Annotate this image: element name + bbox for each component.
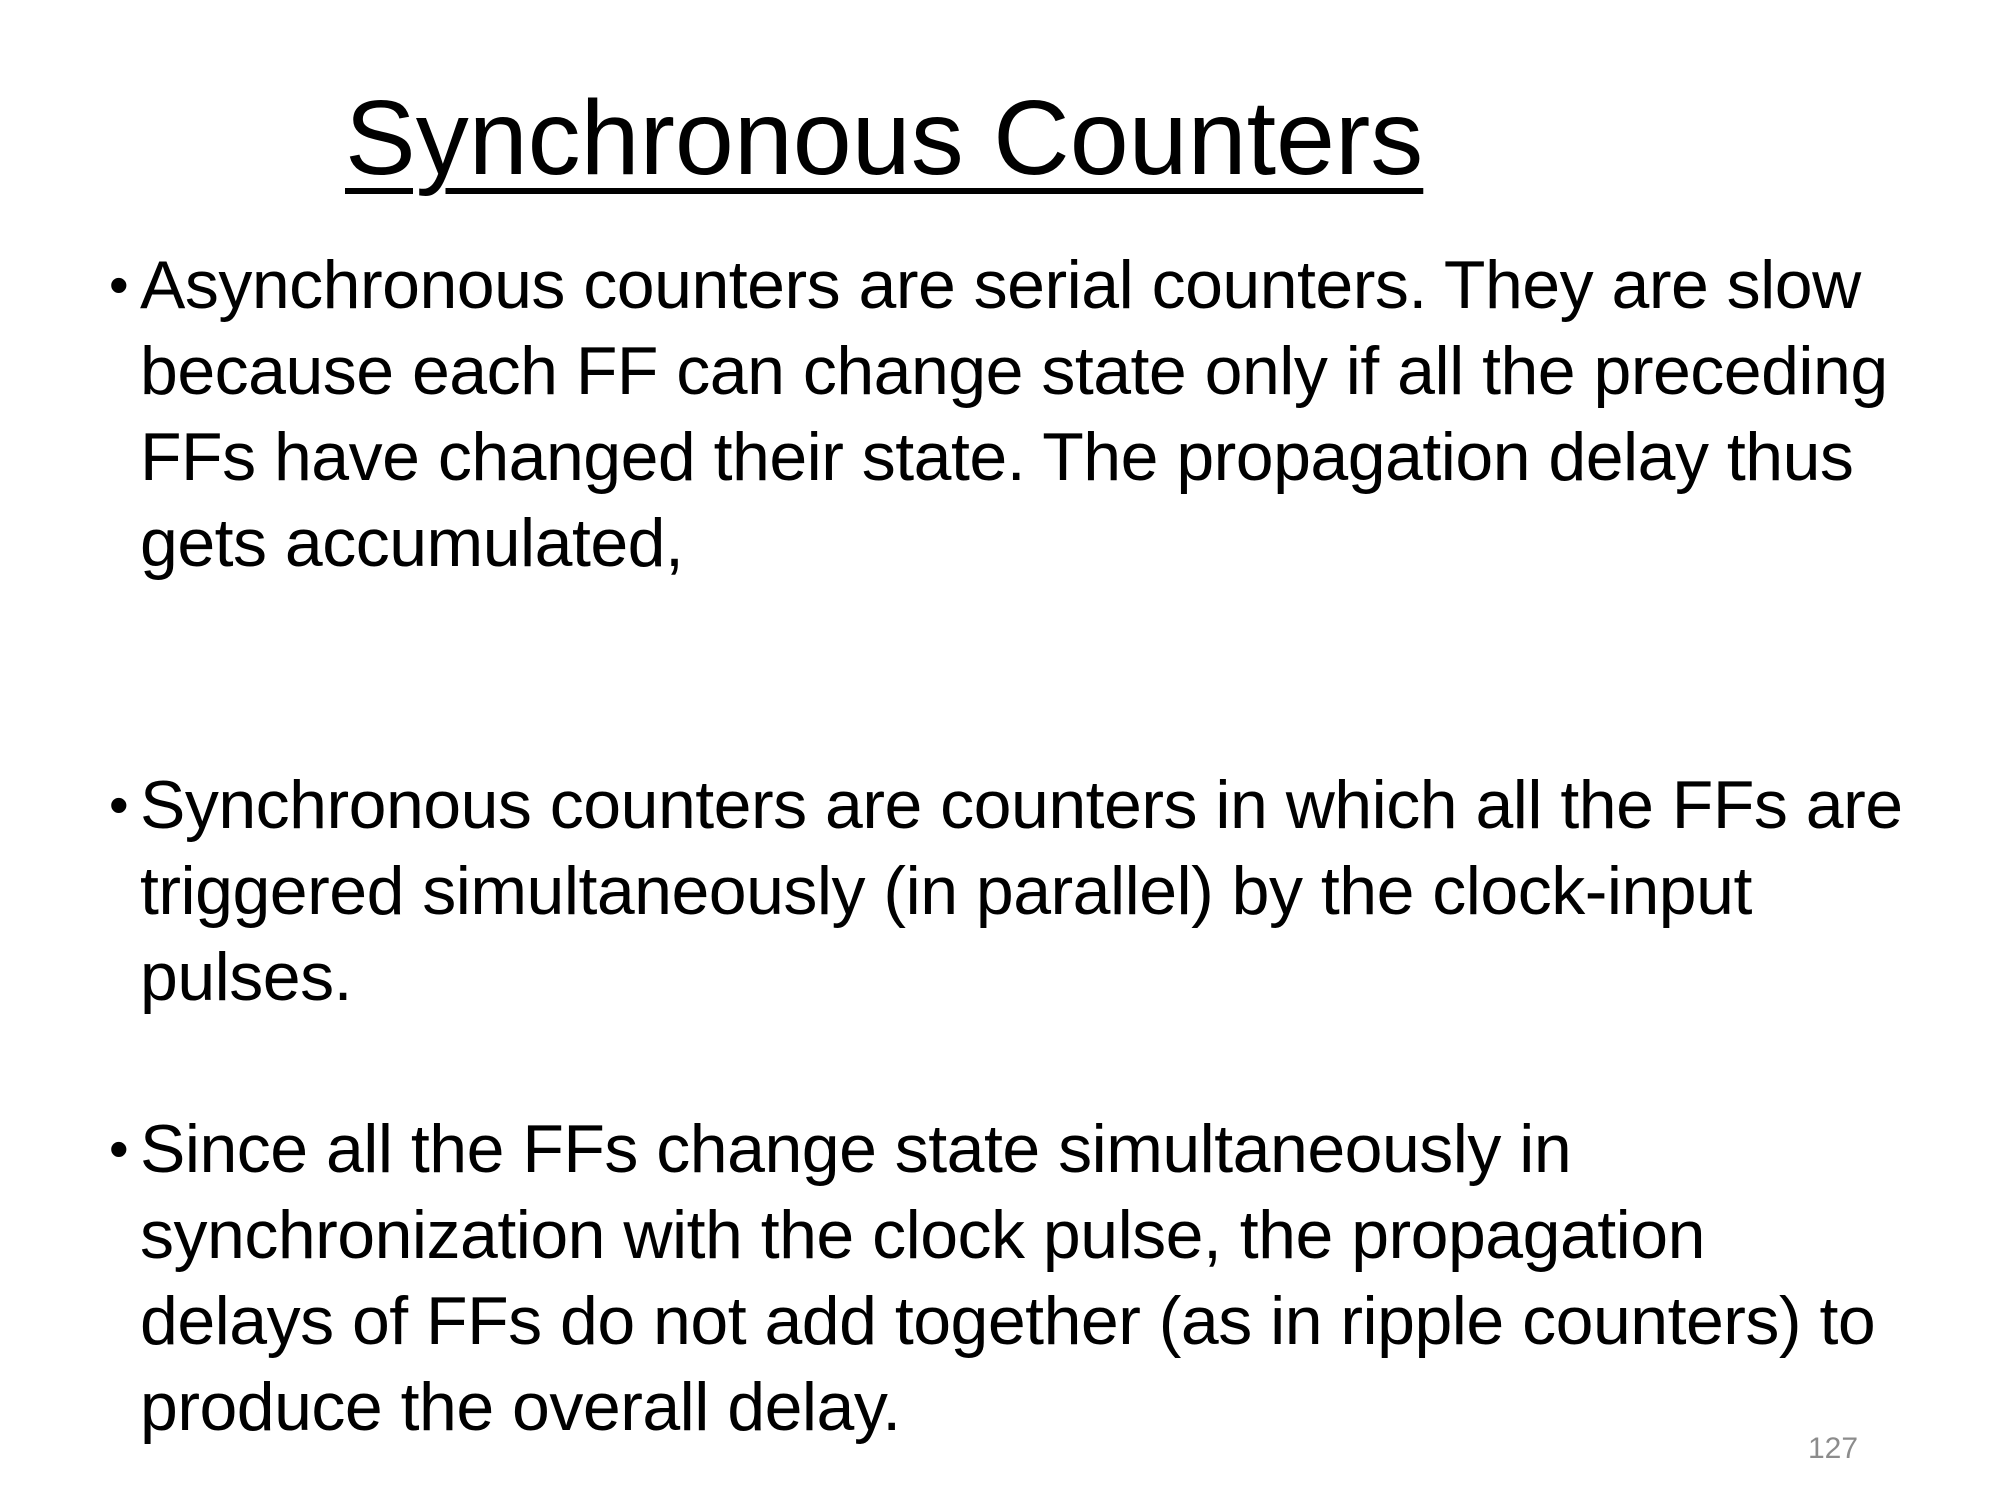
bullet-item: • Asynchronous counters are serial count… <box>95 242 1915 586</box>
bullet-item: • Synchronous counters are counters in w… <box>95 762 1915 1020</box>
bullet-list: • Asynchronous counters are serial count… <box>95 242 1915 1450</box>
bullet-icon: • <box>109 1117 129 1180</box>
bullet-icon: • <box>109 773 129 836</box>
bullet-item: • Since all the FFs change state simulta… <box>95 1106 1915 1450</box>
bullet-icon: • <box>109 253 129 316</box>
bullet-text: Asynchronous counters are serial counter… <box>140 247 1888 581</box>
slide-title: Synchronous Counters <box>345 79 1424 197</box>
page-number: 127 <box>1808 1432 1859 1465</box>
bullet-text: Since all the FFs change state simultane… <box>140 1111 1876 1445</box>
bullet-text: Synchronous counters are counters in whi… <box>140 767 1903 1015</box>
